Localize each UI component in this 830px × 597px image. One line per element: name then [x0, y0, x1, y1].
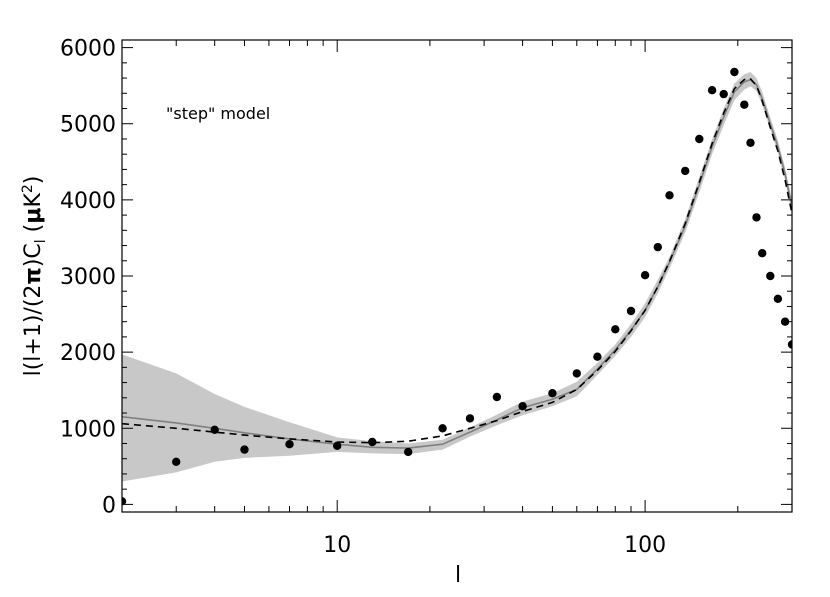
- data-point: [626, 306, 636, 316]
- y-label-prefix: l(l+1)/(2: [21, 285, 46, 377]
- data-point: [172, 457, 181, 466]
- y-label-subscript: l: [33, 239, 49, 243]
- plot-area: [122, 67, 792, 506]
- data-point: [665, 191, 674, 200]
- x-tick-label: 10: [323, 533, 351, 558]
- uncertainty-band: [122, 72, 792, 482]
- y-axis-label: l(l+1)/(2π)Cl (μK2): [20, 176, 49, 377]
- model-annotation: "step" model: [166, 104, 270, 123]
- data-point: [240, 445, 249, 454]
- data-point: [752, 213, 761, 222]
- y-label-pi: π: [21, 267, 46, 284]
- data-point: [695, 134, 704, 144]
- x-axis-label: l: [455, 563, 461, 588]
- data-point: [572, 369, 581, 378]
- data-point: [465, 414, 475, 423]
- data-point: [740, 100, 749, 109]
- data-point: [611, 325, 620, 334]
- y-label-mu: μ: [21, 208, 46, 224]
- y-tick-label: 2000: [60, 341, 116, 366]
- data-point: [285, 440, 294, 449]
- dashed-model-line: [122, 77, 792, 444]
- data-point: [773, 294, 783, 303]
- data-point: [593, 352, 602, 361]
- data-point: [758, 249, 767, 258]
- data-point: [719, 89, 728, 99]
- data-point: [746, 138, 755, 147]
- data-point: [681, 166, 690, 176]
- axis-layer: 0 1000 2000 3000 4000 5000 6000 10 100: [60, 37, 793, 558]
- y-label-unit-open: (: [21, 224, 46, 240]
- data-point: [404, 447, 413, 457]
- y-tick-label: 5000: [60, 113, 116, 138]
- y-tick-label: 6000: [60, 37, 116, 62]
- y-tick-label: 1000: [60, 417, 116, 442]
- data-point: [438, 424, 447, 433]
- y-tick-label: 4000: [60, 189, 116, 214]
- data-point: [640, 271, 650, 280]
- data-point: [548, 389, 557, 398]
- y-label-mid: )C: [21, 243, 46, 267]
- data-point: [766, 271, 775, 281]
- x-tick-label: 100: [624, 533, 666, 558]
- data-point: [368, 437, 377, 447]
- data-point: [492, 392, 502, 402]
- data-layer: [122, 67, 792, 506]
- data-point: [518, 402, 527, 411]
- data-point: [780, 317, 790, 326]
- y-tick-label: 3000: [60, 265, 116, 290]
- y-label-unit-close: ): [21, 176, 46, 185]
- data-point: [787, 340, 792, 349]
- data-point: [122, 497, 127, 506]
- data-point: [210, 425, 219, 434]
- y-tick-label: 0: [102, 493, 116, 518]
- data-point: [730, 67, 739, 77]
- solid-model-line: [122, 78, 792, 449]
- data-point: [707, 86, 717, 95]
- y-label-unit-k: K: [21, 193, 46, 208]
- data-point: [333, 441, 342, 450]
- y-label-superscript: 2: [20, 184, 36, 193]
- data-point: [653, 242, 662, 252]
